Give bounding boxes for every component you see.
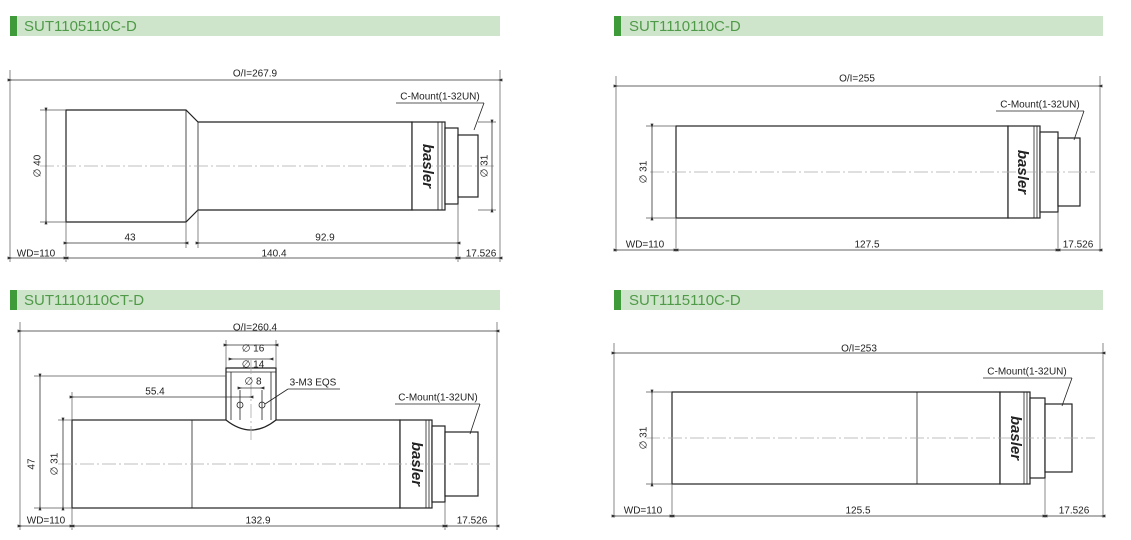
drawing-shape bbox=[614, 290, 621, 310]
flange-distance: 17.526 bbox=[457, 516, 488, 527]
mount-label: C-Mount(1-32UN) bbox=[400, 92, 479, 103]
panel-title: SUT1115110C-D bbox=[629, 292, 741, 309]
working-distance: WD=110 bbox=[17, 249, 56, 260]
total-height: 47 bbox=[27, 458, 38, 470]
thread-note: 3-M3 EQS bbox=[290, 378, 337, 389]
front-length: 43 bbox=[124, 233, 136, 244]
drawing-shape bbox=[10, 290, 500, 310]
drawing-hole bbox=[258, 401, 266, 409]
working-distance: WD=110 bbox=[626, 240, 665, 251]
overall-length: O/I=253 bbox=[841, 344, 877, 355]
mount-label: C-Mount(1-32UN) bbox=[987, 367, 1066, 378]
panel-title: SUT1110110C-D bbox=[629, 18, 741, 35]
working-distance: WD=110 bbox=[624, 506, 663, 517]
rear-length: 92.9 bbox=[315, 233, 335, 244]
mount-label: C-Mount(1-32UN) bbox=[398, 393, 477, 404]
lens-length: 125.5 bbox=[845, 506, 870, 517]
drawing-shape bbox=[614, 16, 621, 36]
body-diameter: ∅ 31 bbox=[639, 426, 650, 449]
drawing-line bbox=[264, 388, 289, 405]
body-diameter: ∅ 40 bbox=[33, 154, 44, 177]
drawing-shape bbox=[10, 16, 17, 36]
flange-distance: 17.526 bbox=[1063, 240, 1094, 251]
drawing-line bbox=[469, 403, 481, 435]
port-outer-diameter: ∅ 16 bbox=[242, 344, 265, 355]
overall-length: O/I=267.9 bbox=[233, 69, 278, 80]
panel-title: SUT1105110C-D bbox=[24, 18, 137, 35]
drawing-line bbox=[1073, 110, 1085, 141]
drawing-shape bbox=[10, 290, 17, 310]
port-inner-diameter: ∅ 14 bbox=[242, 360, 265, 371]
brand-logo: basler bbox=[1007, 416, 1024, 461]
flange-distance: 17.526 bbox=[1059, 506, 1090, 517]
brand-logo: basler bbox=[419, 144, 436, 189]
panel: SUT1110110CT-D O/I=260.4 basler ∅ 16 ∅ 1… bbox=[10, 290, 500, 530]
body-diameter: ∅ 31 bbox=[639, 160, 650, 183]
mount-diameter: ∅ 31 bbox=[480, 154, 491, 177]
port-offset: 55.4 bbox=[145, 387, 165, 398]
overall-length: O/I=255 bbox=[839, 74, 875, 85]
drawing-shape bbox=[614, 290, 1103, 310]
drawing-shape bbox=[10, 16, 500, 36]
working-distance: WD=110 bbox=[27, 516, 66, 527]
lens-length: 132.9 bbox=[245, 516, 270, 527]
panel: SUT1115110C-D O/I=253 basler ∅ 31 C-Moun… bbox=[611, 290, 1106, 518]
drawing-shape bbox=[614, 16, 1103, 36]
brand-logo: basler bbox=[408, 442, 425, 487]
flange-distance: 17.526 bbox=[466, 249, 497, 260]
lens-length: 127.5 bbox=[854, 240, 879, 251]
mount-label: C-Mount(1-32UN) bbox=[1000, 100, 1079, 111]
port-hole-diameter: ∅ 8 bbox=[244, 377, 261, 388]
panel-title: SUT1110110CT-D bbox=[24, 292, 144, 309]
drawing-hole bbox=[236, 401, 244, 409]
body-diameter: ∅ 31 bbox=[50, 452, 61, 475]
panel: SUT1110110C-D O/I=255 basler ∅ 31 C-Moun… bbox=[613, 16, 1103, 252]
overall-length: O/I=260.4 bbox=[233, 323, 278, 334]
lens-length: 140.4 bbox=[261, 249, 286, 260]
drawing-line bbox=[1061, 377, 1073, 407]
panel: SUT1105110C-D O/I=267.9 basler ∅ 40 ∅ 31… bbox=[7, 16, 503, 262]
drawing-line bbox=[473, 102, 485, 131]
brand-logo: basler bbox=[1014, 150, 1031, 195]
